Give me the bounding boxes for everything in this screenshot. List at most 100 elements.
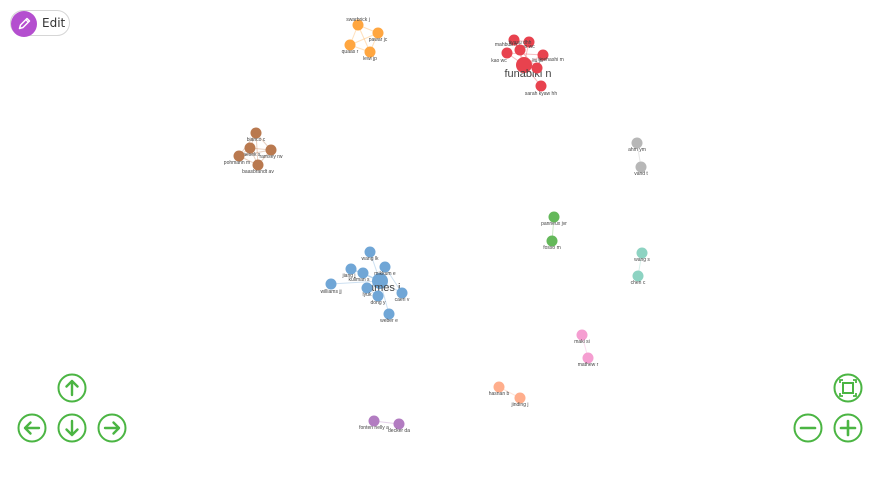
node-circle[interactable] — [576, 329, 588, 341]
graph-node[interactable]: kao wc — [491, 47, 513, 65]
node-circle[interactable] — [393, 418, 405, 430]
node-circle[interactable] — [632, 270, 644, 282]
node-circle[interactable] — [636, 247, 648, 259]
pan-left-button[interactable] — [17, 413, 47, 443]
node-circle[interactable] — [265, 144, 277, 156]
node-circle[interactable] — [368, 415, 380, 427]
node-circle[interactable] — [631, 137, 643, 149]
graph-node[interactable]: quaas r — [342, 39, 359, 56]
node-circle[interactable] — [372, 290, 384, 302]
node-circle[interactable] — [364, 46, 376, 58]
graph-node[interactable]: baasbrandt av — [242, 159, 274, 176]
graph-node[interactable]: decker da — [388, 418, 410, 435]
node-circle[interactable] — [345, 263, 357, 275]
graph-node[interactable]: tiyasu dhh — [509, 40, 532, 56]
pan-down-button[interactable] — [57, 413, 87, 443]
graph-node[interactable]: mathew r — [578, 352, 599, 369]
graph-node[interactable]: swarbrick j — [346, 17, 370, 31]
edit-button[interactable]: Edit — [10, 10, 70, 37]
node-circle[interactable] — [352, 19, 364, 31]
zoom-out-button[interactable] — [793, 413, 823, 443]
node-label: funabiki n — [504, 68, 551, 80]
graph-node[interactable]: lewi jp — [363, 46, 377, 63]
node-circle[interactable] — [531, 62, 543, 74]
graph-node[interactable]: williams jj — [320, 278, 342, 296]
graph-node[interactable]: vand t — [634, 161, 648, 178]
graph-node[interactable]: james j — [365, 273, 401, 294]
node-label: mathew r — [578, 362, 599, 368]
graph-node[interactable]: panneux jvr — [541, 211, 567, 228]
graph-node[interactable]: fonten nelly a — [359, 415, 389, 432]
graph-node[interactable]: maki si — [574, 329, 590, 346]
node-circle[interactable] — [372, 273, 388, 289]
graph-node[interactable]: dong y — [370, 290, 386, 307]
graph-node[interactable]: bianco c — [247, 127, 266, 144]
node-circle[interactable] — [325, 278, 337, 290]
node-label: kullman s — [348, 277, 370, 283]
node-label: lyuk — [363, 292, 372, 298]
node-label: sarah kyaw hh — [525, 91, 557, 97]
node-circle[interactable] — [233, 150, 245, 162]
graph-node[interactable]: weber e — [380, 308, 398, 325]
node-label: klaesek s — [240, 152, 261, 158]
node-circle[interactable] — [635, 161, 647, 173]
node-label: mikkum e — [374, 271, 396, 277]
node-circle[interactable] — [396, 287, 408, 299]
graph-node[interactable]: kullman s — [348, 267, 370, 284]
graph-node[interactable]: liu jr — [531, 58, 543, 74]
node-label: williams jj — [320, 289, 341, 295]
graph-node[interactable]: klaesek s — [240, 142, 261, 159]
graph-node[interactable]: pohmann m — [224, 150, 250, 167]
node-circle[interactable] — [546, 235, 558, 247]
zoom-in-button[interactable] — [833, 413, 863, 443]
node-circle[interactable] — [582, 352, 594, 364]
node-circle[interactable] — [364, 246, 376, 258]
graph-node[interactable]: fosso m — [543, 235, 561, 252]
node-circle[interactable] — [372, 27, 384, 39]
node-circle[interactable] — [548, 211, 560, 223]
node-circle[interactable] — [361, 282, 373, 294]
node-label: hasnan b — [489, 391, 510, 397]
node-circle[interactable] — [357, 267, 369, 279]
node-circle[interactable] — [501, 47, 513, 59]
fit-view-button[interactable] — [833, 373, 863, 403]
node-circle[interactable] — [252, 159, 264, 171]
node-circle[interactable] — [523, 36, 535, 48]
node-circle[interactable] — [379, 261, 391, 273]
graph-node[interactable]: jiang j — [341, 263, 357, 280]
node-circle[interactable] — [493, 381, 505, 393]
graph-node[interactable]: ahm ym — [628, 137, 646, 154]
node-label: ahm ym — [628, 147, 646, 153]
graph-node[interactable]: mikkum e — [374, 261, 396, 278]
graph-node[interactable]: hasnan b — [489, 381, 510, 398]
graph-node[interactable]: caeri v — [395, 287, 410, 304]
graph-node[interactable]: wang s — [634, 247, 650, 264]
node-circle[interactable] — [244, 142, 256, 154]
graph-node[interactable]: jinding j — [511, 392, 529, 409]
node-circle[interactable] — [383, 308, 395, 320]
node-circle[interactable] — [508, 34, 520, 46]
graph-node[interactable]: tigehashi m — [537, 49, 564, 64]
graph-node[interactable]: mahbub n — [495, 34, 520, 49]
node-circle[interactable] — [344, 39, 356, 51]
graph-node[interactable]: kuo wc — [519, 36, 535, 51]
pan-right-button[interactable] — [97, 413, 127, 443]
node-label: weber e — [380, 318, 398, 324]
node-circle[interactable] — [537, 49, 549, 61]
node-label: vand t — [634, 171, 648, 177]
graph-node[interactable]: lyuk — [361, 282, 373, 299]
node-circle[interactable] — [516, 57, 532, 73]
graph-node[interactable]: ramsey rw — [259, 144, 283, 161]
fit-screen-icon — [833, 373, 863, 403]
graph-node[interactable]: pawar jc — [369, 27, 388, 44]
node-circle[interactable] — [535, 80, 547, 92]
graph-node[interactable]: sarah kyaw hh — [525, 80, 557, 98]
graph-node[interactable]: chen c — [631, 270, 646, 287]
node-circle[interactable] — [514, 392, 526, 404]
graph-node[interactable]: wang lk — [362, 246, 379, 263]
pan-up-button[interactable] — [57, 373, 87, 403]
node-circle[interactable] — [250, 127, 262, 139]
arrow-right-icon — [97, 413, 127, 443]
node-circle[interactable] — [514, 44, 526, 56]
